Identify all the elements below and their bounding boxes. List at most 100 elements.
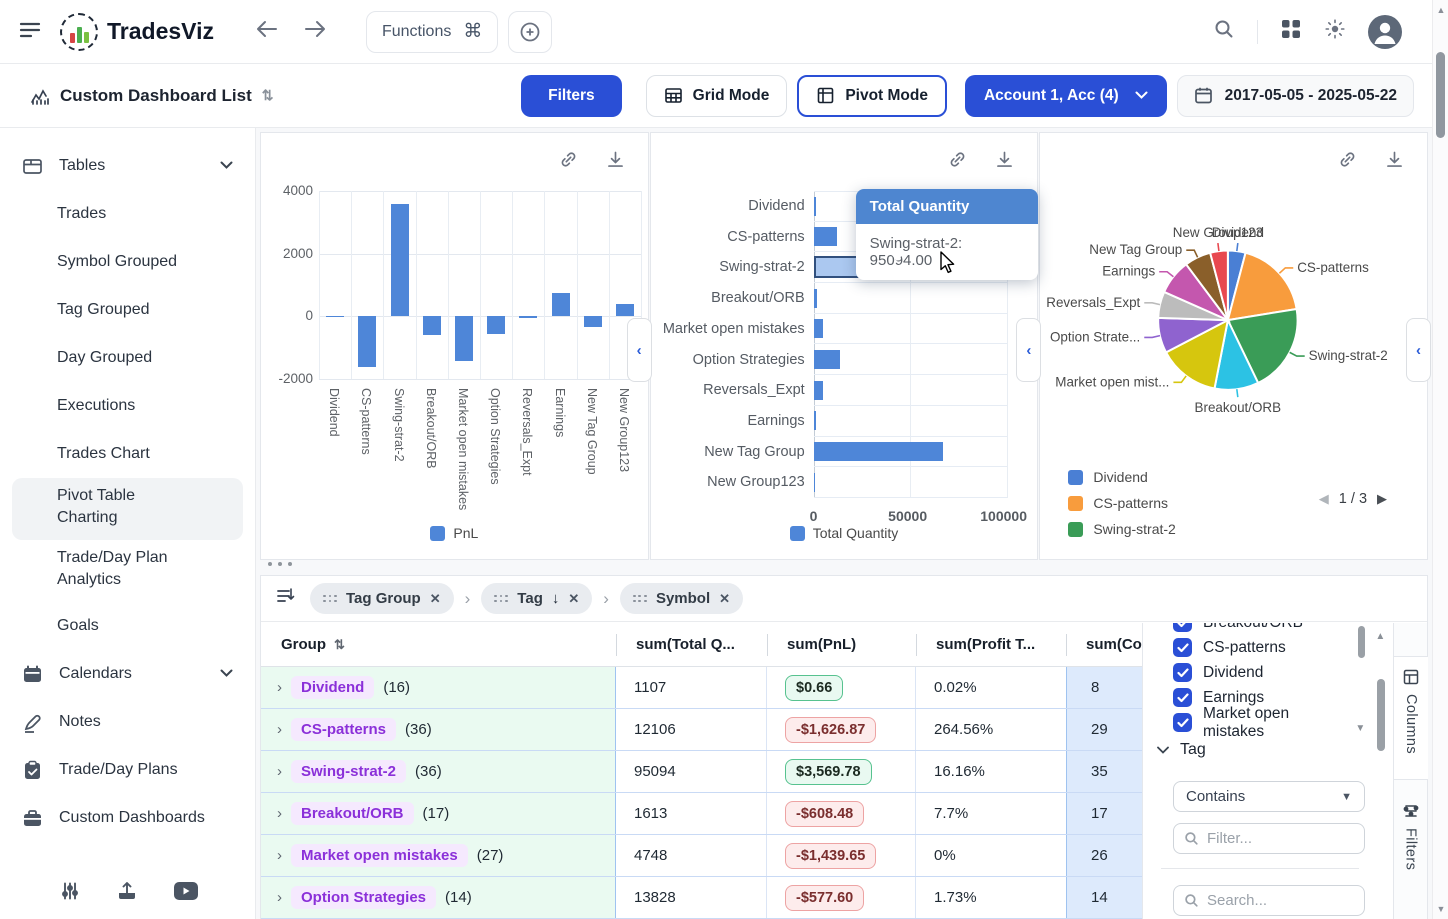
link-icon[interactable] — [947, 149, 968, 175]
bar-reversals-expt[interactable] — [519, 316, 538, 318]
scrollbar-thumb[interactable] — [1436, 52, 1445, 138]
user-avatar[interactable] — [1368, 14, 1402, 49]
drag-handle-icon[interactable] — [632, 594, 647, 603]
group-cell[interactable]: › Market open mistakes (27) — [261, 835, 616, 876]
checkbox-checked[interactable] — [1173, 688, 1192, 707]
drag-handle-icon[interactable] — [323, 594, 337, 603]
theme-sun-icon[interactable] — [1324, 18, 1346, 45]
tag-section-header[interactable]: Tag — [1157, 741, 1206, 759]
chart-legend[interactable]: PnL — [261, 525, 648, 541]
bar-new-group123[interactable] — [615, 304, 634, 317]
column-header-sum-cou-[interactable]: sum(Cou... — [1066, 623, 1142, 666]
tag-pill[interactable]: Option Strategies — [291, 886, 437, 909]
expand-row-icon[interactable]: › — [277, 889, 282, 906]
expand-row-icon[interactable]: › — [277, 721, 282, 738]
chevron-down-icon[interactable] — [220, 665, 233, 683]
bar-new-tag-group[interactable] — [813, 442, 943, 462]
download-icon[interactable] — [994, 149, 1015, 175]
bar-earnings[interactable] — [551, 292, 570, 317]
sidebar-item-symbol-grouped[interactable]: Symbol Grouped — [57, 253, 178, 270]
bar-dividend[interactable] — [813, 196, 816, 216]
tag-pill[interactable]: CS-patterns — [291, 718, 397, 741]
apps-grid-icon[interactable] — [1280, 18, 1302, 45]
tag-pill[interactable]: Dividend — [291, 676, 375, 699]
checkbox-item-earnings[interactable]: Earnings — [1173, 685, 1353, 710]
add-button[interactable] — [508, 10, 553, 53]
panel-scrollbar-thumb[interactable] — [1377, 679, 1386, 751]
collapse-panel-button[interactable]: ‹ — [626, 318, 652, 382]
legend-item-cs-patterns[interactable]: CS-patterns — [1068, 495, 1175, 511]
pie-slice-market-open-mistakes[interactable] — [1165, 318, 1230, 390]
tag-pill[interactable]: Breakout/ORB — [291, 802, 414, 825]
legend-item-dividend[interactable]: Dividend — [1068, 469, 1175, 485]
bar-breakout-orb[interactable] — [422, 316, 441, 336]
sidebar-item-trades-chart[interactable]: Trades Chart — [57, 445, 150, 462]
bar-earnings[interactable] — [813, 411, 816, 431]
sidebar-section-tables[interactable]: Tables — [0, 142, 255, 190]
column-header-sum-total-q-[interactable]: sum(Total Q... — [616, 623, 767, 666]
group-cell[interactable]: › Option Strategies (14) — [261, 877, 616, 918]
column-header-sum-profit-t-[interactable]: sum(Profit T... — [916, 623, 1066, 666]
title-sort-icon[interactable]: ⇅ — [261, 87, 274, 103]
bar-swing-strat-2[interactable] — [390, 204, 409, 317]
sidebar-section-trade-day-plans[interactable]: Trade/Day Plans — [0, 746, 255, 794]
download-icon[interactable] — [605, 149, 626, 175]
scroll-up-icon[interactable]: ▲ — [1375, 631, 1386, 642]
expand-row-icon[interactable]: › — [277, 805, 282, 822]
bar-new-group123[interactable] — [813, 472, 815, 492]
tab-filters[interactable]: Filters — [1393, 791, 1428, 919]
bar-market-open-mistakes[interactable] — [813, 319, 823, 339]
link-icon[interactable] — [558, 149, 579, 175]
tag-pill[interactable]: Swing-strat-2 — [291, 760, 407, 783]
group-chip-tag[interactable]: Tag ↓ ✕ — [481, 583, 593, 614]
sidebar-item-tag-grouped[interactable]: Tag Grouped — [57, 301, 150, 318]
sliders-icon[interactable] — [60, 881, 80, 906]
download-icon[interactable] — [1384, 149, 1405, 175]
forward-arrow-icon[interactable] — [302, 17, 328, 46]
checkbox-item-dividend[interactable]: Dividend — [1173, 660, 1353, 685]
tab-columns[interactable]: Columns — [1393, 656, 1429, 780]
checkbox-item-breakout-orb[interactable]: Breakout/ORB — [1173, 623, 1353, 635]
bar-option-strategies[interactable] — [813, 350, 841, 369]
filters-button[interactable]: Filters — [521, 74, 622, 117]
sidebar-item-trade-day-plan-analytics[interactable]: Trade/Day Plan Analytics — [57, 549, 168, 588]
search-icon[interactable] — [1213, 18, 1235, 45]
scroll-down-icon[interactable]: ▼ — [1436, 904, 1446, 914]
group-by-icon[interactable] — [275, 586, 295, 611]
column-header-sum-pnl-[interactable]: sum(PnL) — [767, 623, 916, 666]
sidebar-item-trades[interactable]: Trades — [57, 205, 107, 222]
checkbox-checked[interactable] — [1173, 713, 1192, 732]
back-arrow-icon[interactable] — [254, 17, 280, 46]
list-scrollbar-thumb[interactable] — [1358, 626, 1366, 658]
column-sort-icon[interactable]: ⇅ — [334, 636, 345, 652]
functions-button[interactable]: Functions ⌘ — [365, 10, 499, 53]
sidebar-section-custom-dashboards[interactable]: Custom Dashboards — [0, 794, 255, 842]
page-title[interactable]: Custom Dashboard List ⇅ — [30, 86, 273, 106]
pivot-mode-button[interactable]: Pivot Mode — [797, 74, 947, 117]
remove-chip-icon[interactable]: ✕ — [429, 590, 441, 606]
bar-reversals-expt[interactable] — [813, 380, 824, 400]
bar-new-tag-group[interactable] — [583, 316, 602, 327]
link-icon[interactable] — [1337, 149, 1358, 175]
resize-handle[interactable] — [268, 562, 292, 566]
drag-handle-icon[interactable] — [494, 594, 508, 603]
expand-row-icon[interactable]: › — [277, 679, 282, 696]
pie-slice-cs-patterns[interactable] — [1226, 251, 1299, 322]
date-range-button[interactable]: 2017-05-05 - 2025-05-22 — [1176, 74, 1414, 117]
youtube-icon[interactable] — [174, 882, 198, 905]
search-input[interactable] — [1207, 892, 1347, 909]
page-scrollbar[interactable]: ▲ ▼ — [1432, 0, 1448, 919]
group-chip-tag-group[interactable]: Tag Group ✕ — [310, 583, 454, 614]
scroll-down-icon[interactable]: ▼ — [1355, 723, 1366, 734]
bar-cs-patterns[interactable] — [358, 316, 377, 368]
bar-cs-patterns[interactable] — [813, 227, 838, 247]
grid-mode-button[interactable]: Grid Mode — [645, 74, 788, 117]
checkbox-checked[interactable] — [1173, 638, 1192, 657]
chevron-down-icon[interactable] — [220, 157, 233, 175]
sidebar-item-pivot-table-charting[interactable]: Pivot Table Charting — [12, 478, 243, 540]
hamburger-menu-icon[interactable] — [18, 17, 42, 46]
group-chip-symbol[interactable]: Symbol ✕ — [619, 583, 744, 614]
column-header-group[interactable]: Group ⇅ — [261, 623, 616, 666]
remove-chip-icon[interactable]: ✕ — [719, 590, 731, 606]
collapse-panel-button[interactable]: ‹ — [1016, 318, 1042, 382]
